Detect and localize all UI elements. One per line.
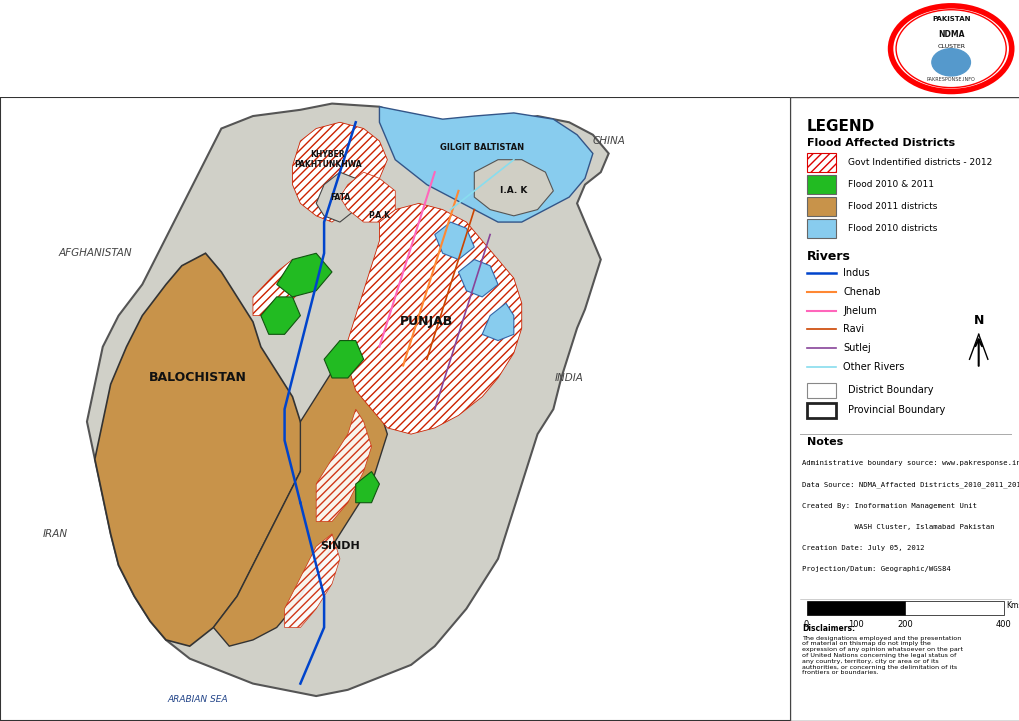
Text: Provincial Boundary: Provincial Boundary [847,405,945,415]
Polygon shape [356,472,379,503]
Text: Kms: Kms [1006,601,1019,610]
Polygon shape [379,107,592,222]
Text: LEGEND: LEGEND [806,119,874,134]
Text: Govt Indentified districts - 2012: Govt Indentified districts - 2012 [847,159,991,167]
Text: SINDH: SINDH [320,541,360,552]
Polygon shape [459,260,497,297]
Text: Rivers: Rivers [806,250,850,263]
Polygon shape [482,303,514,340]
Bar [806,383,836,398]
Polygon shape [87,104,608,696]
Text: PAKRESPONSE.INFO: PAKRESPONSE.INFO [926,77,974,82]
Text: ARABIAN SEA: ARABIAN SEA [167,694,227,704]
Polygon shape [339,172,395,222]
Text: 400: 400 [996,620,1011,629]
Text: CHINA: CHINA [592,136,625,146]
Text: BALOCHISTAN: BALOCHISTAN [149,371,247,384]
Text: Data Source: NDMA_Affacted Districts_2010_2011_2012: Data Source: NDMA_Affacted Districts_201… [801,482,1019,488]
Bar [806,601,905,615]
Text: Flood Affected Districts: Flood Affected Districts [806,138,954,148]
Text: Ravi: Ravi [843,324,863,335]
Polygon shape [316,172,364,222]
Text: Indus: Indus [843,268,869,278]
Text: FATA: FATA [329,193,350,202]
Text: Flood 2011 districts: Flood 2011 districts [847,202,936,211]
Circle shape [931,49,969,76]
Text: 100: 100 [847,620,863,629]
Text: Projection/Datum: Geographic/WGS84: Projection/Datum: Geographic/WGS84 [801,566,950,572]
Text: IRAN: IRAN [43,529,68,539]
Polygon shape [261,297,301,335]
Text: CLUSTER: CLUSTER [936,44,964,49]
Text: FLOOD PRONE DISTRICTS INDENTIFIED BY NDMA: FLOOD PRONE DISTRICTS INDENTIFIED BY NDM… [157,27,725,47]
Text: Disclaimers:: Disclaimers: [801,624,854,633]
Text: N: N [972,314,983,327]
Polygon shape [434,222,474,260]
Polygon shape [95,253,308,646]
Text: Flood 2010 & 2011: Flood 2010 & 2011 [847,180,933,189]
Polygon shape [213,366,387,646]
Text: Administrative boundary source: www.pakresponse.info: Administrative boundary source: www.pakr… [801,460,1019,466]
Text: Sutlej: Sutlej [843,343,870,353]
Text: PUNJAB: PUNJAB [399,315,453,328]
Text: Other Rivers: Other Rivers [843,362,904,372]
Text: Flood 2010 districts: Flood 2010 districts [847,224,936,233]
Text: GILGIT BALTISTAN: GILGIT BALTISTAN [440,143,524,151]
Polygon shape [292,123,387,222]
Text: Chenab: Chenab [843,287,880,297]
Text: FOR MONSOON - 2012: FOR MONSOON - 2012 [311,63,571,83]
Bar [806,197,836,216]
Text: Notes: Notes [806,437,842,447]
Text: Jhelum: Jhelum [843,306,876,316]
Polygon shape [284,534,339,627]
Text: I.A. K: I.A. K [499,187,527,195]
Text: P.A.K: P.A.K [368,211,390,221]
Polygon shape [324,340,364,378]
Polygon shape [253,260,308,316]
Text: KHYBER
PAKHTUNKHWA: KHYBER PAKHTUNKHWA [293,150,362,169]
Text: 200: 200 [897,620,912,629]
Text: Created By: Inoformation Management Unit: Created By: Inoformation Management Unit [801,503,976,509]
Bar [905,601,1003,615]
Text: PAKISTAN: PAKISTAN [931,17,969,22]
Polygon shape [316,410,371,521]
Bar [806,175,836,194]
Polygon shape [474,160,553,216]
Polygon shape [276,253,332,297]
Text: 0: 0 [803,620,808,629]
Text: AFGHANISTAN: AFGHANISTAN [58,248,131,258]
Polygon shape [347,203,522,434]
Text: Creation Date: July 05, 2012: Creation Date: July 05, 2012 [801,545,923,551]
Text: INDIA: INDIA [554,373,583,383]
Text: The designations employed and the presentation
of material on thismap do not imp: The designations employed and the presen… [801,635,962,676]
Bar [806,219,836,238]
Text: WASH Cluster, Islamabad Pakistan: WASH Cluster, Islamabad Pakistan [801,524,994,530]
Bar [806,154,836,172]
Bar [806,403,836,418]
Text: District Boundary: District Boundary [847,386,932,395]
Text: NDMA: NDMA [937,30,963,38]
